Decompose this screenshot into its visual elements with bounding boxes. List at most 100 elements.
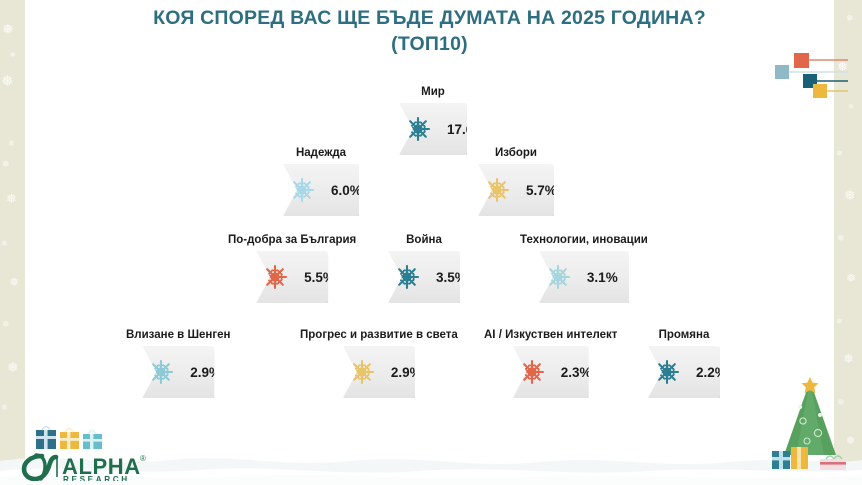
snowflake-icon: ❅ xyxy=(836,149,843,158)
snowflake-icon: ❅ xyxy=(846,435,856,447)
tag-row: 5.7% xyxy=(478,164,554,216)
snowflake-ornament-teal xyxy=(388,264,420,292)
tag-row: 17.6% xyxy=(399,103,467,155)
snowflake-icon: ❅ xyxy=(6,191,17,206)
snowflake-icon: ❅ xyxy=(2,159,10,169)
word-label: Промяна xyxy=(658,329,710,341)
value-label: 5.5% xyxy=(304,269,335,285)
snowflake-ornament-teal xyxy=(399,112,435,146)
tag-row: 2.9% xyxy=(126,346,230,398)
word-item[interactable]: Прогрес и развитие в света 2.9% xyxy=(300,329,458,398)
snowflake-ornament-coral xyxy=(256,260,292,294)
snowflake-icon: ❅ xyxy=(844,187,856,203)
alpha-research-logo: ALPHA ® RESEARCH xyxy=(6,409,156,484)
tag-row: 3.1% xyxy=(520,251,648,303)
word-label: Прогрес и развитие в света xyxy=(300,329,458,341)
snowflake-icon: ❅ xyxy=(837,59,848,74)
tag-row: 5.5% xyxy=(228,251,356,303)
slide-title: КОЯ СПОРЕД ВАС ЩЕ БЪДЕ ДУМАТА НА 2025 ГО… xyxy=(25,6,834,57)
word-label: Технологии, иновации xyxy=(520,234,648,246)
svg-text:RESEARCH: RESEARCH xyxy=(63,475,130,481)
snowflake-icon: ❅ xyxy=(836,317,843,326)
value-label: 2.3% xyxy=(560,364,592,380)
word-item[interactable]: Избори 5.7% xyxy=(478,147,554,216)
word-item[interactable]: По-добра за България 5.5% xyxy=(228,234,356,303)
value-tag[interactable]: 2.2% xyxy=(648,346,720,398)
snowflake-icon: ❅ xyxy=(1,403,8,412)
snowflake-ornament-gold xyxy=(342,355,379,389)
snowflake-ornament-teal xyxy=(388,260,424,294)
snowflake-ornament-lightblue xyxy=(283,173,319,207)
snowflake-ornament-teal xyxy=(399,116,431,144)
word-item[interactable]: Война 3.5% xyxy=(388,234,460,303)
snowflake-icon: ❅ xyxy=(843,351,854,366)
value-label: 2.2% xyxy=(696,364,727,380)
tag-row: 2.2% xyxy=(648,346,720,398)
snowflake-ornament-coral xyxy=(512,355,549,389)
tag-row: 2.3% xyxy=(484,346,617,398)
title-line-2: (ТОП10) xyxy=(391,32,468,55)
snowflake-icon: ❅ xyxy=(2,21,14,37)
snowflake-ornament-gold xyxy=(342,359,374,387)
snowflake-icon: ❅ xyxy=(837,233,845,243)
word-label: Надежда xyxy=(295,147,347,159)
value-tag[interactable]: 6.0% xyxy=(283,164,359,216)
snowflake-ornament-lightteal xyxy=(538,264,570,292)
value-tag[interactable]: 3.5% xyxy=(388,251,460,303)
value-tag[interactable]: 2.9% xyxy=(342,346,415,398)
snowflake-icon: ❅ xyxy=(7,359,19,375)
snowflake-ornament-lightblue xyxy=(283,177,315,205)
tag-row: 3.5% xyxy=(388,251,460,303)
snowflake-ornament-teal xyxy=(648,359,680,387)
gift-boxes-icon xyxy=(36,425,102,449)
word-label: Избори xyxy=(495,147,537,159)
snowflake-ornament-coral xyxy=(512,359,544,387)
word-item[interactable]: Надежда 6.0% xyxy=(283,147,359,216)
word-item[interactable]: Влизане в Шенген 2.9% xyxy=(126,329,230,398)
snowflake-icon: ❅ xyxy=(846,13,854,23)
colored-squares-lines-decoration xyxy=(770,48,850,103)
snowflake-icon: ❅ xyxy=(837,397,845,407)
svg-text:®: ® xyxy=(140,454,146,463)
snowflake-icon: ❅ xyxy=(1,239,8,248)
value-label: 2.9% xyxy=(190,364,222,380)
word-item[interactable]: Технологии, иновации 3.1% xyxy=(520,234,648,303)
alpha-mark-icon xyxy=(21,453,59,482)
value-tag[interactable]: 2.9% xyxy=(142,346,215,398)
snowflake-icon: ❅ xyxy=(2,319,10,329)
value-label: 3.5% xyxy=(436,269,467,285)
snowflake-ornament-coral xyxy=(256,264,288,292)
snowflake-icon: ❅ xyxy=(848,104,854,111)
value-tag[interactable]: 3.1% xyxy=(538,251,629,303)
word-label: Влизане в Шенген xyxy=(126,329,231,341)
snowflake-ornament-teal xyxy=(648,355,684,389)
word-label: AI / Изкуствен интелект xyxy=(484,329,618,341)
value-tag[interactable]: 2.3% xyxy=(512,346,592,398)
value-tag[interactable]: 17.6% xyxy=(399,103,467,155)
snowflake-icon: ❅ xyxy=(9,275,20,289)
snowflake-ornament-lightteal xyxy=(538,260,575,294)
word-item[interactable]: AI / Изкуствен интелект 2.3% xyxy=(484,329,617,398)
value-label: 6.0% xyxy=(331,182,362,198)
value-label: 3.1% xyxy=(586,269,618,285)
tag-row: 6.0% xyxy=(283,164,359,216)
svg-text:ALPHA: ALPHA xyxy=(62,454,141,479)
word-label: Мир xyxy=(421,86,445,98)
snowflake-ornament-lightteal xyxy=(142,359,174,387)
value-label: 5.7% xyxy=(526,182,557,198)
christmas-tree-decoration xyxy=(762,377,858,481)
word-label: Война xyxy=(406,234,442,246)
word-item[interactable]: Мир 17.6% xyxy=(399,86,467,155)
left-border-strip: ❅ ❅ ❅ ❅ ❅ ❅ ❅ ❅ ❅ ❅ ❅ xyxy=(0,0,25,485)
value-label: 17.6% xyxy=(447,121,486,137)
value-tag[interactable]: 5.5% xyxy=(256,251,329,303)
snowflake-icon: ❅ xyxy=(8,139,15,148)
snowflake-ornament-gold xyxy=(478,177,510,205)
value-tag[interactable]: 5.7% xyxy=(478,164,554,216)
value-label: 2.9% xyxy=(390,364,422,380)
word-item[interactable]: Промяна 2.2% xyxy=(648,329,720,398)
word-label: По-добра за България xyxy=(228,234,357,246)
tag-row: 2.9% xyxy=(300,346,458,398)
snowflake-icon: ❅ xyxy=(1,73,14,90)
